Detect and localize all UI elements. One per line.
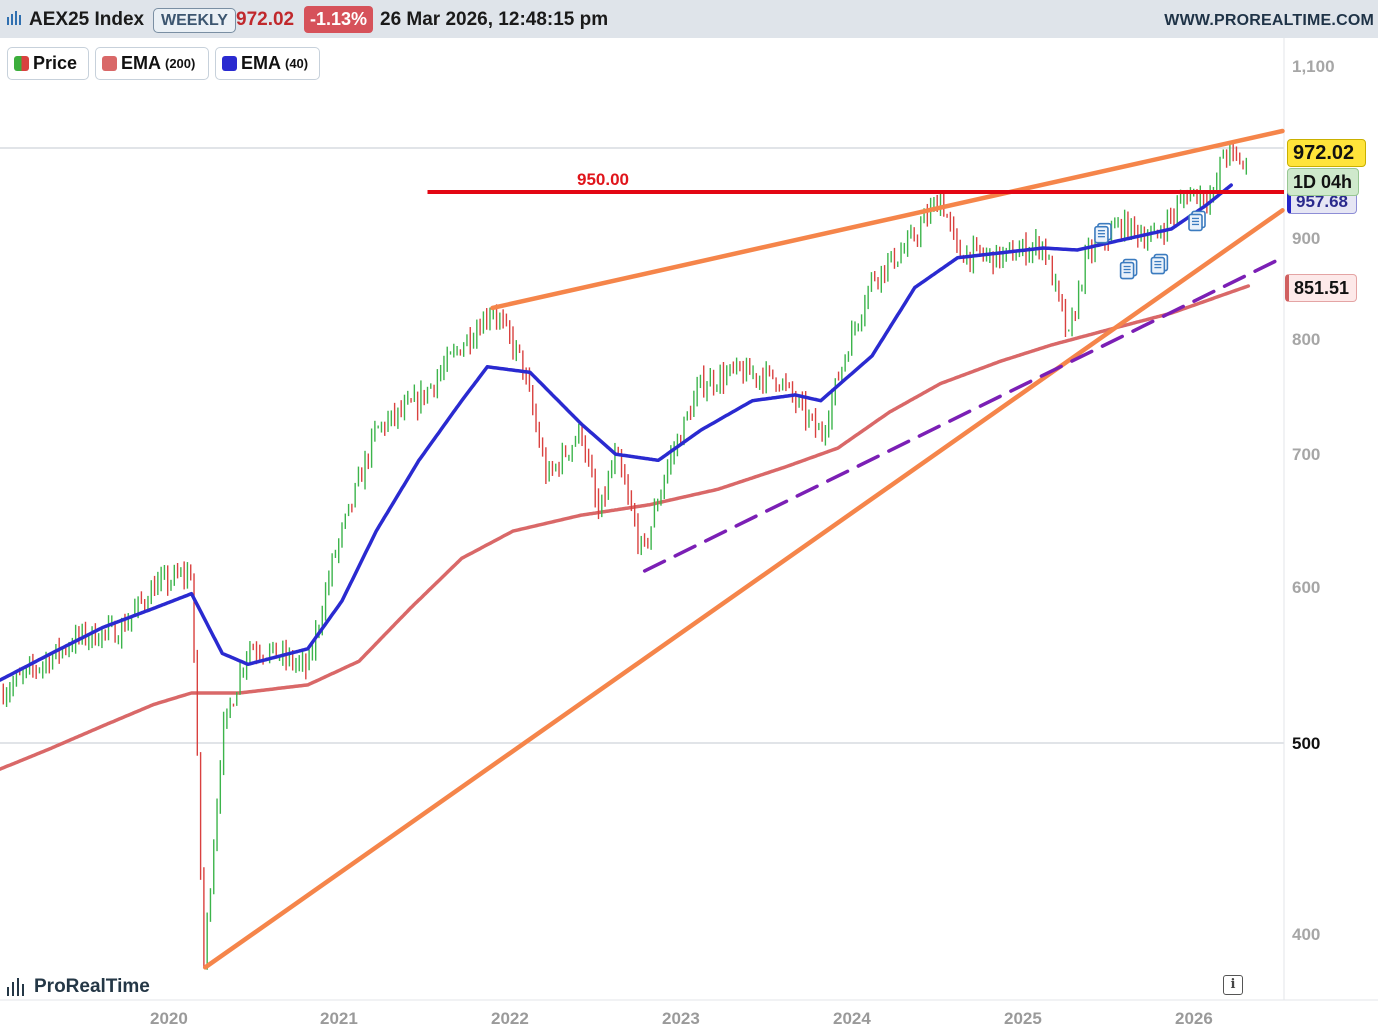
x-tick-label: 2022 (491, 1009, 529, 1028)
news-note-icon[interactable] (1119, 258, 1138, 280)
ema40-swatch-icon (222, 56, 237, 71)
news-note-icon[interactable] (1188, 210, 1206, 232)
legend-price[interactable]: Price (7, 47, 89, 80)
legend-ema200[interactable]: EMA (200) (95, 47, 209, 80)
change-badge: -1.13% (304, 6, 374, 33)
price-chart[interactable] (0, 38, 1378, 1033)
candle-timer-tag: 1D 04h (1287, 168, 1359, 196)
news-note-icon[interactable] (1150, 253, 1169, 275)
trendline-resistance (490, 128, 1285, 311)
instrument-name: AEX25 Index (29, 9, 145, 30)
x-tick-label: 2021 (320, 1009, 358, 1028)
y-tick-label: 600 (1292, 578, 1321, 597)
last-price-tag: 972.02 (1287, 139, 1366, 167)
timestamp: 26 Mar 2026, 12:48:15 pm (380, 9, 609, 30)
legend-label: EMA (121, 53, 161, 73)
ema200-line (0, 284, 1251, 771)
ema40-line (0, 183, 1233, 682)
info-icon[interactable]: i (1223, 975, 1243, 995)
last-price: 972.02 (236, 9, 295, 30)
legend-label: EMA (241, 53, 281, 73)
legend-param: (40) (285, 56, 309, 71)
chart-header: AEX25 Index WEEKLY 972.02 -1.13% 26 Mar … (0, 0, 1378, 38)
x-tick-label: 2026 (1175, 1009, 1213, 1028)
prorealtime-logo-icon (7, 11, 21, 25)
note-page (1094, 225, 1109, 244)
legend-label: Price (33, 53, 78, 73)
legend-param: (200) (165, 56, 196, 71)
website-link[interactable]: WWW.PROREALTIME.COM (1164, 12, 1374, 29)
ema200-value-tag: 851.51 (1285, 274, 1357, 302)
x-tick-label: 2024 (833, 1009, 871, 1028)
x-tick-label: 2020 (150, 1009, 188, 1028)
note-page (1150, 256, 1166, 275)
y-tick-label: 500 (1292, 734, 1321, 753)
price-swatch-icon (14, 56, 29, 71)
news-note-icon[interactable] (1094, 222, 1112, 244)
note-page (1119, 261, 1135, 280)
brand-name: ProRealTime (34, 976, 150, 997)
trendline-support (202, 208, 1285, 970)
note-page (1188, 213, 1203, 232)
y-tick-label: 900 (1292, 229, 1321, 248)
brand-watermark: ProRealTime (6, 976, 150, 998)
ema200-swatch-icon (102, 56, 117, 71)
y-tick-label: 700 (1292, 445, 1321, 464)
legend-ema40[interactable]: EMA (40) (215, 47, 320, 80)
y-tick-label: 400 (1292, 925, 1321, 944)
y-tick-label: 800 (1292, 330, 1321, 349)
x-tick-label: 2025 (1004, 1009, 1042, 1028)
prorealtime-logo-icon (7, 978, 24, 996)
trendline-support-dashed (642, 255, 1285, 573)
period-selector[interactable]: WEEKLY (153, 8, 236, 33)
level-label: 950.00 (577, 170, 629, 189)
x-tick-label: 2023 (662, 1009, 700, 1028)
y-tick-label: 1,100 (1292, 57, 1335, 76)
